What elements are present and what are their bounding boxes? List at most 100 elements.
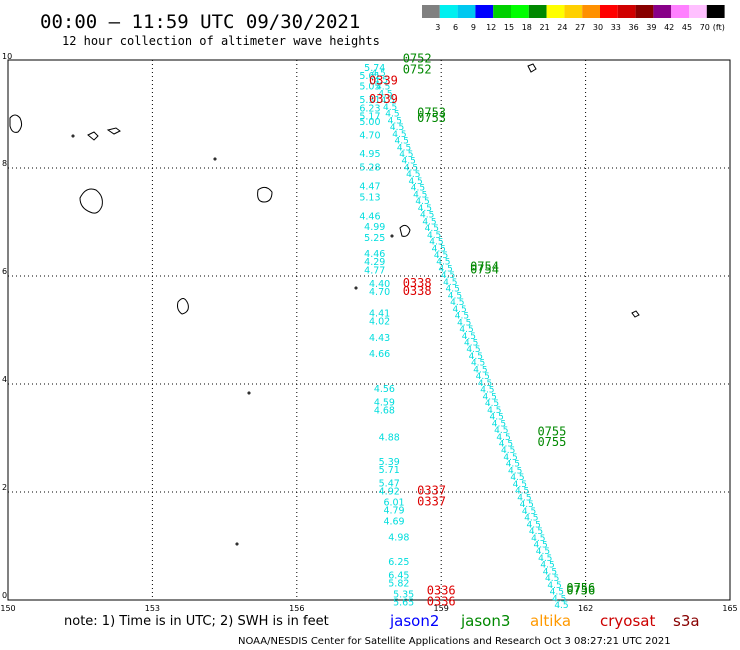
y-tick-label: 10 [2,52,12,61]
wave-height-value: 4.77 [364,265,385,276]
pass-time: 0753 [417,106,446,120]
track-mark: 4.5 [503,453,517,463]
wave-height-value: 5.13 [359,192,380,203]
colorbar-label: 36 [629,23,639,32]
track-mark: 4.5 [385,110,399,120]
tick-labels: 150 153 156 159 162 165 0 2 4 6 8 10 [0,52,737,613]
island-outline [631,310,640,318]
satellite-jason3: jason3 [460,612,510,630]
wave-height-value: 5.35 [393,589,414,600]
track-mark: 4.5 [376,83,390,93]
chart-subtitle: 12 hour collection of altimeter wave hei… [62,34,380,48]
colorbar-swatch [617,5,636,18]
track-mark: 4.5 [443,278,457,288]
colorbar-swatch [689,5,707,18]
track-mark: 4.5 [374,76,388,86]
colorbar-label: 12 [486,23,496,32]
x-tick-label: 162 [578,604,593,613]
colorbar-label: 15 [504,23,514,32]
pass-time: 0753 [417,111,446,125]
chart-title: 00:00 – 11:59 UTC 09/30/2021 [40,11,360,33]
track-mark: 4.5 [415,197,429,207]
wave-height-value: 4.66 [369,349,390,360]
island-outline [79,188,103,214]
track-mark: 4.5 [510,473,524,483]
island-dot [390,234,394,238]
track-mark: 4.5 [436,258,450,268]
track-mark: 4.5 [455,312,469,322]
colorbar-label: 18 [522,23,532,32]
track-mark: 4.5 [554,601,568,611]
track-mark: 4.5 [536,547,550,557]
island-outline [9,114,23,133]
track-mark: 4.5 [529,527,543,537]
colorbar-swatch [582,5,600,18]
track-mark: 4.5 [543,567,557,577]
track-mark: 4.5 [487,406,501,416]
island-dot [354,286,358,290]
track-mark: 4.5 [478,379,492,389]
wave-height-value: 4.79 [383,506,404,517]
track-mark: 4.5 [392,130,406,140]
y-tick-label: 8 [2,159,7,168]
track-mark: 4.5 [402,157,416,167]
track-mark: 4.5 [540,561,554,571]
colorbar-label: 21 [540,23,550,32]
wave-height-value: 4.98 [388,533,409,544]
track-mark: 4.5 [457,318,471,328]
wave-height-value: 4.47 [359,182,380,193]
track-mark: 4.5 [397,143,411,153]
wave-height-value: 6.23 [359,103,380,114]
wave-height-value: 4.69 [383,516,404,527]
colorbar-swatch [653,5,672,18]
track-mark: 4.5 [459,325,473,335]
track-mark: 4.5 [480,386,494,396]
x-tick-label: 156 [289,604,304,613]
y-tick-label: 6 [2,267,7,276]
x-tick-label: 153 [145,604,160,613]
track-mark: 4.5 [517,493,531,503]
island-dot [235,542,239,546]
track-mark: 4.5 [508,466,522,476]
track-mark: 4.5 [494,426,508,436]
island-dot [71,134,75,138]
track-mark: 4.5 [522,507,536,517]
y-tick-label: 4 [2,375,7,384]
colorbar-swatch [671,5,689,18]
colorbar-swatch [635,5,654,18]
y-tick-label: 2 [2,483,7,492]
pass-time: 0339 [369,92,398,106]
track-mark: 4.5 [552,594,566,604]
colorbar-swatch [511,5,529,18]
pass-time: 0756 [566,584,595,598]
pass-time-labels: 0752075203390339075307530754075403380338… [369,52,595,609]
wave-height-value: 5.17 [359,111,380,122]
wave-height-value: 5.65 [393,597,414,608]
pass-time: 0337 [417,495,446,509]
wave-height-value: 4.70 [359,130,380,141]
track-mark: 4.5 [378,89,392,99]
track-mark: 4.5 [550,588,564,598]
track-mark: 4.5 [404,163,418,173]
pass-time: 0337 [417,484,446,498]
track-mark: 4.5 [469,352,483,362]
track-mark: 4.5 [531,534,545,544]
track-mark: 4.5 [462,332,476,342]
pass-time: 0336 [427,594,456,608]
wave-height-value: 5.82 [388,579,409,590]
track-mark: 4.5 [533,541,547,551]
pass-time: 0338 [403,284,432,298]
wave-height-value: 4.88 [379,433,400,444]
satellite-jason2: jason2 [389,612,439,630]
track-mark: 4.5 [429,238,443,248]
track-mark: 4.5 [420,211,434,221]
colorbar-swatch [493,5,511,18]
track-mark: 4.5 [450,298,464,308]
colorbar-label: 9 [471,23,476,32]
island-dot [247,391,251,395]
satellite-cryosat: cryosat [600,612,655,630]
colorbar-swatch [439,5,458,18]
track-mark: 4.5 [483,392,497,402]
track-mark: 4.5 [471,359,485,369]
